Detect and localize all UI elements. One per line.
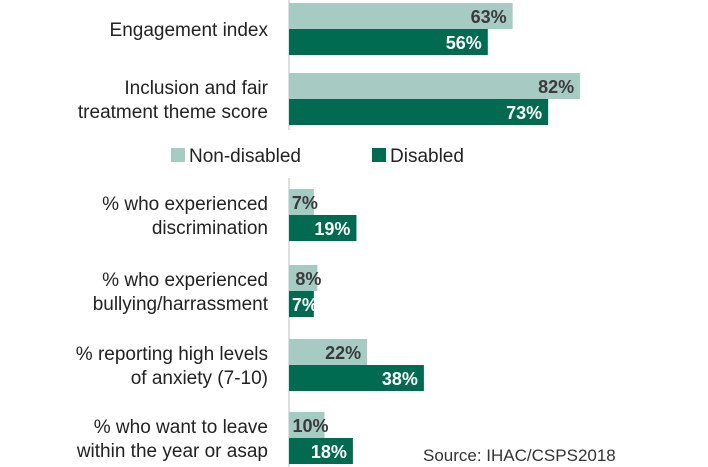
bar-disabled-who-experienced-discrimination: [289, 215, 357, 241]
value-label-disabled-who-experienced-bullying-harrassment: 7%: [292, 295, 318, 315]
source-note: Source: IHAC/CSPS2018: [423, 446, 616, 465]
value-label-non-disabled-who-experienced-discrimination: 7%: [292, 193, 318, 213]
bar-disabled-inclusion-and-fair-treatment-theme-score: [289, 99, 549, 125]
legend-swatch-non-disabled: [171, 148, 185, 162]
value-label-non-disabled-engagement-index: 63%: [471, 7, 507, 27]
value-label-disabled-who-experienced-discrimination: 19%: [314, 219, 350, 239]
value-label-non-disabled-inclusion-and-fair-treatment-theme-score: 82%: [538, 77, 574, 97]
bar-disabled-who-experienced-bullying-harrassment: [289, 291, 314, 317]
legend-swatch-disabled: [372, 148, 386, 162]
bar-non-disabled-who-experienced-discrimination: [289, 189, 314, 215]
bar-non-disabled-reporting-high-levels-of-anxiety-7-10: [289, 339, 368, 365]
category-label-who-want-to-leave-within-the-year-or-asap-line-2: within the year or asap: [76, 441, 268, 462]
category-label-who-want-to-leave-within-the-year-or-asap-line-1: % who want to leave: [94, 417, 268, 438]
bar-disabled-who-want-to-leave-within-the-year-or-asap: [289, 438, 353, 464]
value-label-disabled-inclusion-and-fair-treatment-theme-score: 73%: [506, 103, 542, 123]
category-labels-layer: Engagement index Inclusion and fair treatm…: [76, 20, 269, 462]
bar-non-disabled-inclusion-and-fair-treatment-theme-score: [289, 73, 581, 99]
bar-non-disabled-who-experienced-bullying-harrassment: [289, 265, 318, 291]
value-label-non-disabled-reporting-high-levels-of-anxiety-7-10: 22%: [325, 343, 361, 363]
value-label-disabled-reporting-high-levels-of-anxiety-7-10: 38%: [382, 369, 418, 389]
bar-non-disabled-engagement-index: [289, 3, 513, 29]
bar-non-disabled-who-want-to-leave-within-the-year-or-asap: [289, 412, 325, 438]
value-label-non-disabled-who-want-to-leave-within-the-year-or-asap: 10%: [292, 416, 328, 436]
value-label-disabled-who-want-to-leave-within-the-year-or-asap: 18%: [311, 442, 347, 462]
legend: Non-disabled Disabled: [171, 146, 464, 167]
category-label-inclusion-and-fair-treatment-theme-score-line-2: treatment theme score: [78, 102, 268, 123]
bar-disabled-engagement-index: [289, 29, 488, 55]
category-label-reporting-high-levels-of-anxiety-7-10-line-2: of anxiety (7-10): [131, 368, 268, 389]
legend-label-disabled: Disabled: [390, 146, 464, 167]
value-label-non-disabled-who-experienced-bullying-harrassment: 8%: [295, 269, 321, 289]
legend-label-non-disabled: Non-disabled: [189, 146, 301, 167]
value-label-disabled-engagement-index: 56%: [446, 33, 482, 53]
bars-layer: 63% 56% 82% 73% 7% 19% 8% 7% 22% 38% 10% 18%: [289, 3, 581, 464]
category-label-reporting-high-levels-of-anxiety-7-10-line-1: % reporting high levels: [76, 344, 268, 365]
category-label-who-experienced-bullying-harrassment-line-2: bullying/harrassment: [93, 294, 269, 315]
category-label-inclusion-and-fair-treatment-theme-score-line-1: Inclusion and fair: [124, 78, 268, 99]
category-label-who-experienced-discrimination-line-1: % who experienced: [102, 194, 268, 215]
bar-disabled-reporting-high-levels-of-anxiety-7-10: [289, 365, 424, 391]
category-label-who-experienced-discrimination-line-2: discrimination: [152, 218, 268, 239]
category-label-engagement-index: Engagement index: [110, 20, 269, 41]
category-label-who-experienced-bullying-harrassment-line-1: % who experienced: [102, 270, 268, 291]
